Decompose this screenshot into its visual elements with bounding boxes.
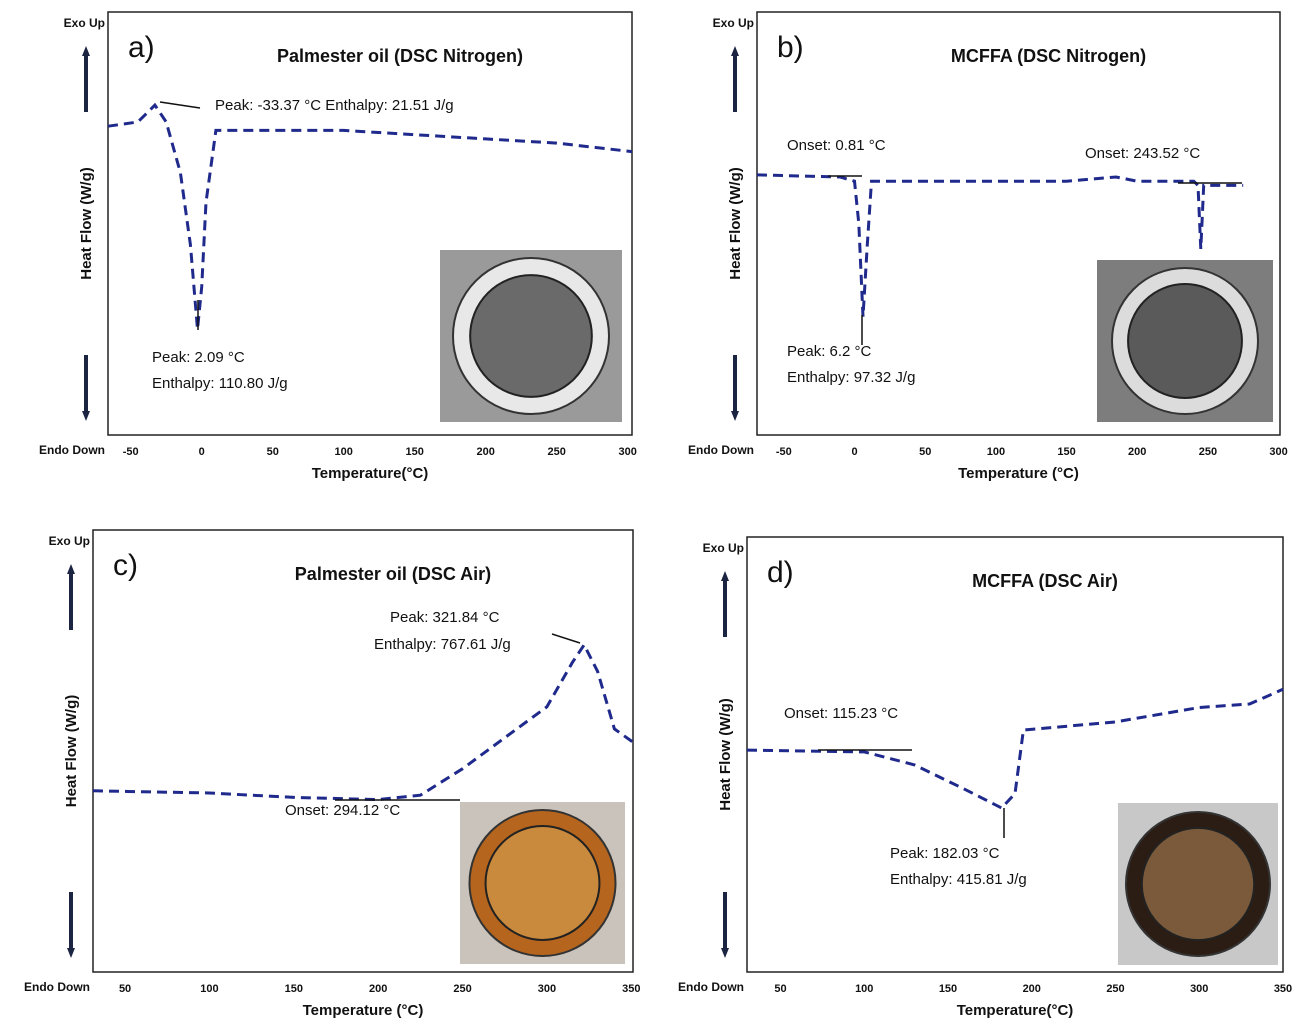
heat-flow-curve: [756, 173, 1244, 317]
annotation: Peak: 321.84 °C: [390, 609, 500, 626]
x-tick-label: 150: [406, 446, 424, 458]
panel-label: c): [113, 549, 138, 582]
y-axis-label: Heat Flow (W/g): [727, 167, 744, 280]
annotation: Onset: 243.52 °C: [1085, 145, 1200, 162]
panel-label: b): [777, 31, 804, 64]
annotation: Enthalpy: 110.80 J/g: [152, 375, 288, 392]
leader-line: [159, 101, 201, 109]
x-tick-label: 300: [538, 983, 556, 995]
annotation: Onset: 294.12 °C: [285, 802, 400, 819]
x-axis-label: Temperature(°C): [957, 1002, 1074, 1019]
x-axis-label: Temperature (°C): [958, 465, 1079, 482]
x-tick-label: 100: [200, 983, 218, 995]
endo-down-label: Endo Down: [688, 443, 754, 457]
x-tick-label: 50: [267, 446, 279, 458]
endo-arrow-head: [731, 411, 739, 421]
plot-frame: [107, 11, 633, 436]
x-tick-label: 200: [369, 983, 387, 995]
endo-down-label: Endo Down: [24, 980, 90, 994]
x-axis-label: Temperature(°C): [312, 465, 429, 482]
x-axis-label: Temperature (°C): [303, 1002, 424, 1019]
y-axis-label: Heat Flow (W/g): [78, 167, 95, 280]
plot-frame: [756, 11, 1281, 436]
leader-line: [551, 633, 581, 644]
exo-arrow-head: [731, 46, 739, 56]
chart-title: Palmester oil (DSC Air): [295, 564, 491, 584]
x-tick-label: 50: [774, 983, 786, 995]
endo-down-label: Endo Down: [39, 443, 105, 457]
chart-title: MCFFA (DSC Air): [972, 571, 1118, 591]
heat-flow-curve: [107, 102, 633, 330]
x-tick-label: 200: [1023, 983, 1041, 995]
exo-up-label: Exo Up: [64, 16, 105, 30]
annotation: Peak: 2.09 °C: [152, 349, 245, 366]
heat-flow-curve: [746, 687, 1284, 810]
annotation: Enthalpy: 415.81 J/g: [890, 871, 1027, 888]
x-tick-label: 300: [1269, 446, 1287, 458]
x-tick-label: 250: [453, 983, 471, 995]
endo-down-label: Endo Down: [678, 980, 744, 994]
annotation: Enthalpy: 97.32 J/g: [787, 369, 915, 386]
annotation: Enthalpy: 767.61 J/g: [374, 636, 511, 653]
endo-arrow-head: [82, 411, 90, 421]
x-tick-label: 50: [919, 446, 931, 458]
x-tick-label: 0: [199, 446, 205, 458]
plot-frame: [92, 529, 634, 973]
y-axis-label: Heat Flow (W/g): [717, 698, 734, 811]
x-tick-label: 0: [851, 446, 857, 458]
x-tick-label: 300: [619, 446, 637, 458]
endo-arrow-head: [67, 948, 75, 958]
exo-up-label: Exo Up: [49, 534, 90, 548]
annotation: Peak: 182.03 °C: [890, 845, 1000, 862]
x-tick-label: 200: [477, 446, 495, 458]
heat-flow-curve: [92, 641, 634, 802]
panel-label: d): [767, 556, 794, 589]
exo-arrow-head: [67, 564, 75, 574]
pan-inner: [1127, 283, 1243, 399]
x-tick-label: 200: [1128, 446, 1146, 458]
x-tick-label: 100: [855, 983, 873, 995]
x-tick-label: 150: [1057, 446, 1075, 458]
x-tick-label: 350: [622, 983, 640, 995]
annotation: Onset: 115.23 °C: [784, 705, 898, 722]
x-tick-label: 300: [1190, 983, 1208, 995]
x-tick-label: 50: [119, 983, 131, 995]
pan-inner: [1140, 826, 1256, 942]
plot-frame: [746, 536, 1284, 973]
chart-title: MCFFA (DSC Nitrogen): [951, 46, 1146, 66]
x-tick-label: 250: [1106, 983, 1124, 995]
x-tick-label: 150: [939, 983, 957, 995]
x-tick-label: 100: [335, 446, 353, 458]
exo-arrow-head: [82, 46, 90, 56]
x-tick-label: 250: [548, 446, 566, 458]
x-tick-label: -50: [123, 446, 139, 458]
annotation: Onset: 0.81 °C: [787, 137, 886, 154]
pan-inner: [469, 274, 593, 398]
exo-arrow-head: [721, 571, 729, 581]
chart-title: Palmester oil (DSC Nitrogen): [277, 46, 523, 66]
x-tick-label: -50: [776, 446, 792, 458]
pan-inner: [484, 825, 601, 941]
exo-up-label: Exo Up: [703, 541, 744, 555]
panel-label: a): [128, 31, 155, 64]
x-tick-label: 350: [1274, 983, 1292, 995]
y-axis-label: Heat Flow (W/g): [63, 695, 80, 808]
annotation: Peak: -33.37 °C Enthalpy: 21.51 J/g: [215, 97, 454, 114]
exo-up-label: Exo Up: [713, 16, 754, 30]
x-tick-label: 100: [987, 446, 1005, 458]
annotation: Peak: 6.2 °C: [787, 343, 872, 360]
x-tick-label: 150: [285, 983, 303, 995]
endo-arrow-head: [721, 948, 729, 958]
x-tick-label: 250: [1199, 446, 1217, 458]
